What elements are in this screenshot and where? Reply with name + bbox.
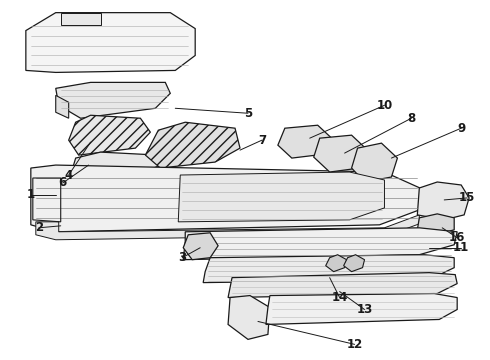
Polygon shape (31, 165, 424, 232)
Polygon shape (278, 125, 332, 158)
Polygon shape (203, 255, 454, 283)
Text: 8: 8 (407, 112, 416, 125)
Text: 5: 5 (244, 107, 252, 120)
Text: 6: 6 (59, 176, 67, 189)
Polygon shape (56, 82, 171, 118)
Text: 9: 9 (457, 122, 465, 135)
Text: 12: 12 (346, 338, 363, 351)
Text: 16: 16 (449, 231, 466, 244)
Text: 10: 10 (376, 99, 392, 112)
Text: 2: 2 (35, 221, 43, 234)
Text: 15: 15 (459, 192, 475, 204)
Text: 4: 4 (65, 168, 73, 181)
Polygon shape (178, 172, 385, 222)
Polygon shape (73, 152, 160, 174)
Text: 7: 7 (258, 134, 266, 147)
Text: 1: 1 (27, 188, 35, 202)
Polygon shape (314, 135, 368, 172)
Polygon shape (61, 13, 100, 24)
Polygon shape (417, 182, 469, 220)
Polygon shape (326, 255, 346, 272)
Text: 3: 3 (178, 251, 186, 264)
Polygon shape (69, 115, 150, 155)
Text: 14: 14 (331, 291, 348, 304)
Polygon shape (228, 273, 457, 298)
Polygon shape (343, 255, 365, 272)
Polygon shape (228, 296, 270, 339)
Text: 13: 13 (356, 303, 373, 316)
Polygon shape (36, 215, 419, 240)
Polygon shape (183, 233, 218, 260)
Polygon shape (146, 122, 240, 168)
Polygon shape (352, 143, 397, 182)
Text: 11: 11 (453, 241, 469, 254)
Polygon shape (266, 293, 457, 324)
Polygon shape (417, 214, 454, 234)
Polygon shape (183, 228, 457, 260)
Polygon shape (26, 13, 195, 72)
Polygon shape (56, 95, 69, 118)
